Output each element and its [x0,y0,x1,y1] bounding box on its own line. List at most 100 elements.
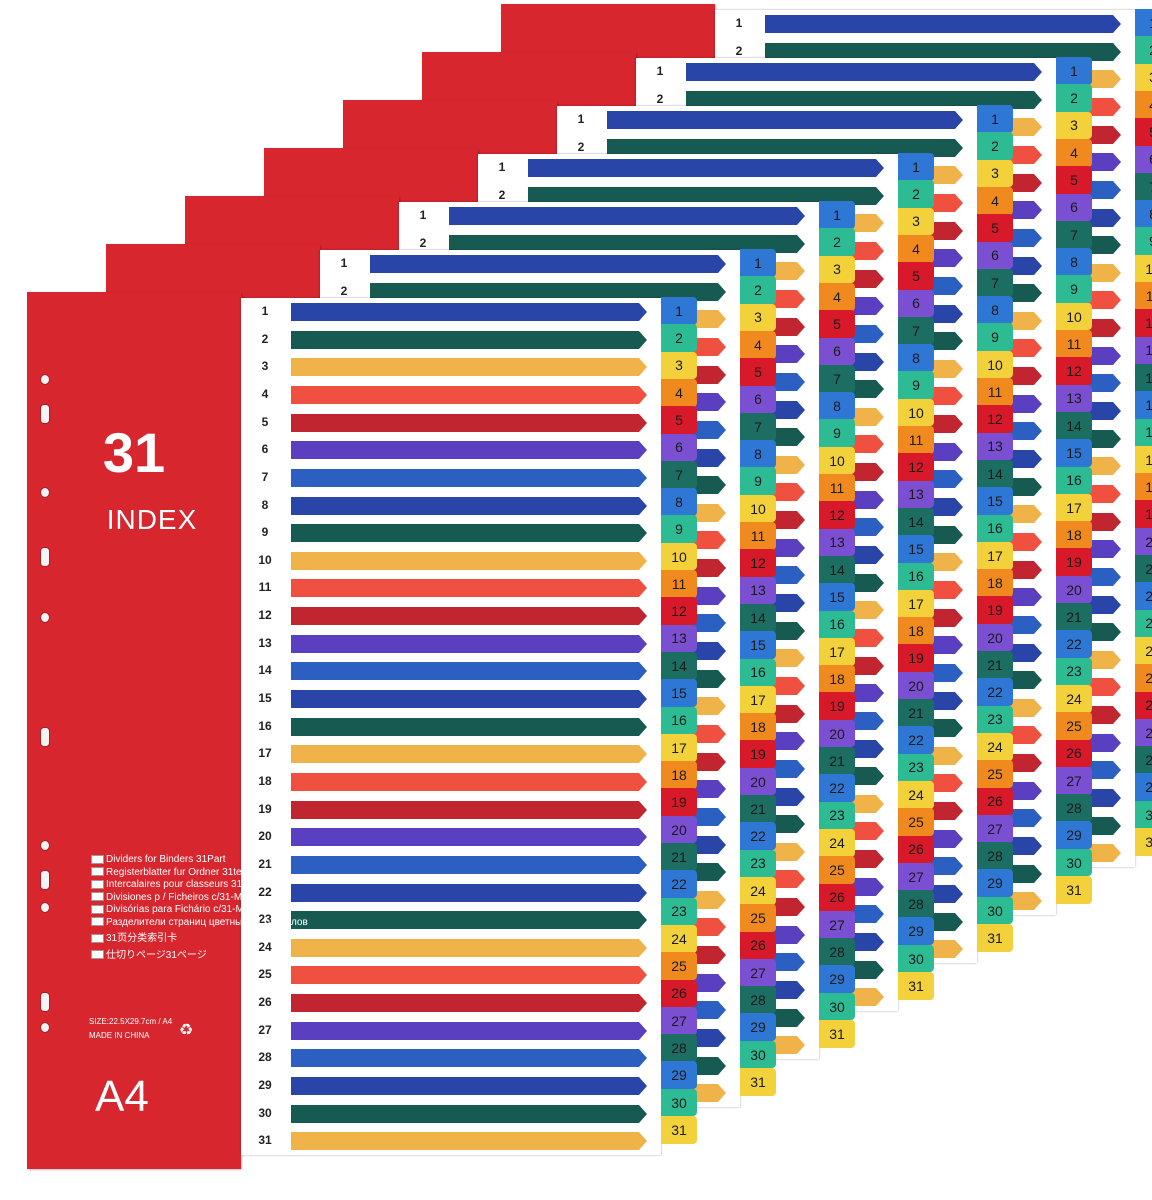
divider-tab[interactable]: 2 [1056,84,1092,113]
divider-tab[interactable]: 27 [1056,766,1092,795]
divider-tab[interactable]: 14 [977,459,1013,488]
divider-tab[interactable]: 18 [1135,473,1152,501]
divider-tab[interactable]: 1 [661,297,697,325]
divider-tab[interactable]: 28 [740,986,776,1014]
divider-tab[interactable]: 6 [977,241,1013,270]
divider-tab[interactable]: 6 [898,289,934,318]
divider-tab[interactable]: 28 [661,1034,697,1062]
divider-tab[interactable]: 12 [898,453,934,482]
divider-tab[interactable]: 15 [898,535,934,563]
divider-tab[interactable]: 7 [977,268,1013,297]
divider-tab[interactable]: 22 [1135,582,1152,611]
divider-tab[interactable]: 19 [819,692,855,721]
divider-tab[interactable]: 5 [740,358,776,386]
divider-tab[interactable]: 4 [1056,138,1092,167]
divider-tab[interactable]: 13 [1056,384,1092,413]
divider-tab[interactable]: 21 [977,651,1013,679]
divider-tab[interactable]: 31 [977,924,1013,952]
divider-tab[interactable]: 30 [740,1040,776,1069]
divider-tab[interactable]: 5 [1056,166,1092,194]
divider-tab[interactable]: 15 [1135,391,1152,419]
divider-tab[interactable]: 25 [898,808,934,836]
divider-tab[interactable]: 9 [1056,275,1092,304]
divider-tab[interactable]: 23 [740,849,776,878]
divider-tab[interactable]: 3 [661,351,697,380]
divider-tab[interactable]: 9 [740,467,776,496]
divider-tab[interactable]: 4 [898,234,934,263]
divider-tab[interactable]: 7 [1135,172,1152,201]
divider-tab[interactable]: 28 [1056,794,1092,822]
divider-tab[interactable]: 1 [977,105,1013,133]
divider-tab[interactable]: 9 [898,371,934,400]
divider-tab[interactable]: 22 [661,870,697,899]
divider-tab[interactable]: 28 [1135,746,1152,774]
divider-tab[interactable]: 17 [898,589,934,618]
divider-tab[interactable]: 31 [1135,828,1152,856]
divider-tab[interactable]: 10 [977,350,1013,379]
divider-tab[interactable]: 7 [740,412,776,441]
divider-tab[interactable]: 17 [977,541,1013,570]
divider-tab[interactable]: 25 [1135,664,1152,692]
divider-tab[interactable]: 18 [819,665,855,693]
divider-tab[interactable]: 9 [661,515,697,544]
divider-tab[interactable]: 22 [1056,630,1092,659]
divider-tab[interactable]: 27 [1135,718,1152,747]
divider-tab[interactable]: 29 [1056,821,1092,850]
divider-tab[interactable]: 18 [898,617,934,645]
divider-tab[interactable]: 31 [819,1020,855,1048]
divider-tab[interactable]: 5 [661,406,697,434]
divider-tab[interactable]: 29 [661,1061,697,1090]
divider-tab[interactable]: 17 [1135,445,1152,474]
divider-tab[interactable]: 8 [898,344,934,372]
divider-tab[interactable]: 24 [1056,684,1092,713]
divider-tab[interactable]: 6 [819,337,855,366]
divider-tab[interactable]: 30 [1135,800,1152,829]
divider-tab[interactable]: 27 [819,910,855,939]
divider-tab[interactable]: 5 [1135,118,1152,146]
divider-tab[interactable]: 23 [977,705,1013,734]
divider-tab[interactable]: 30 [898,944,934,973]
divider-tab[interactable]: 4 [819,282,855,311]
divider-tab[interactable]: 30 [977,896,1013,925]
divider-tab[interactable]: 21 [819,747,855,775]
divider-tab[interactable]: 3 [740,303,776,332]
divider-tab[interactable]: 15 [661,679,697,707]
divider-tab[interactable]: 13 [819,528,855,557]
divider-tab[interactable]: 23 [1056,657,1092,686]
divider-tab[interactable]: 20 [898,671,934,700]
divider-tab[interactable]: 24 [661,924,697,953]
divider-tab[interactable]: 19 [977,596,1013,625]
divider-tab[interactable]: 16 [1135,418,1152,447]
divider-tab[interactable]: 24 [977,732,1013,761]
divider-tab[interactable]: 7 [1056,220,1092,249]
divider-tab[interactable]: 25 [740,904,776,932]
divider-tab[interactable]: 23 [661,897,697,926]
divider-tab[interactable]: 1 [898,153,934,181]
divider-tab[interactable]: 19 [661,788,697,817]
divider-tab[interactable]: 4 [977,186,1013,215]
divider-tab[interactable]: 11 [1056,330,1092,358]
divider-tab[interactable]: 16 [740,658,776,687]
divider-tab[interactable]: 24 [819,828,855,857]
divider-tab[interactable]: 8 [1135,200,1152,228]
divider-tab[interactable]: 26 [1135,691,1152,720]
divider-tab[interactable]: 19 [898,644,934,673]
divider-tab[interactable]: 7 [819,364,855,393]
divider-tab[interactable]: 17 [740,685,776,714]
divider-tab[interactable]: 17 [1056,493,1092,522]
divider-tab[interactable]: 14 [1135,363,1152,392]
divider-tab[interactable]: 22 [977,678,1013,707]
divider-tab[interactable]: 10 [898,398,934,427]
divider-tab[interactable]: 28 [977,842,1013,870]
divider-tab[interactable]: 5 [819,310,855,338]
divider-tab[interactable]: 4 [1135,90,1152,119]
divider-tab[interactable]: 3 [1056,111,1092,140]
divider-tab[interactable]: 12 [1056,357,1092,386]
divider-tab[interactable]: 23 [1135,609,1152,638]
divider-tab[interactable]: 2 [1135,36,1152,65]
divider-tab[interactable]: 10 [661,542,697,571]
divider-tab[interactable]: 19 [1056,548,1092,577]
divider-tab[interactable]: 21 [1056,603,1092,631]
divider-tab[interactable]: 15 [740,631,776,659]
divider-tab[interactable]: 8 [819,392,855,420]
